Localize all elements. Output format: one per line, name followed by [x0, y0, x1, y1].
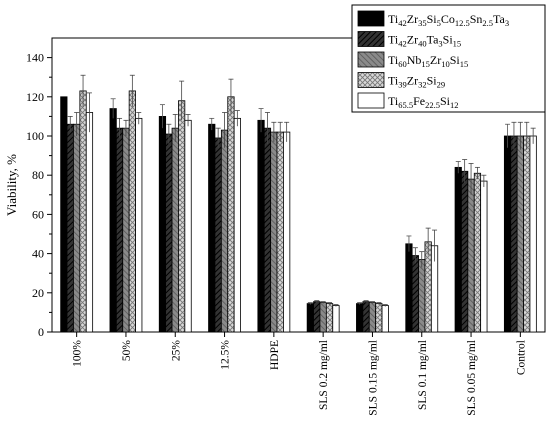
bar	[461, 170, 469, 333]
bar	[135, 117, 143, 333]
legend-swatch	[357, 92, 385, 109]
plot-frame	[51, 37, 546, 333]
y-tick-label: 60	[32, 207, 44, 221]
bar	[178, 100, 186, 333]
bar	[516, 135, 524, 333]
y-axis-label: Viability, %	[4, 154, 19, 216]
bar	[283, 131, 291, 333]
bar	[257, 119, 265, 333]
bar	[375, 303, 383, 333]
bar	[325, 303, 334, 333]
plot-area: 0 20 40 60 80 100 120 140 Viability, % 100% 50% 25%…	[4, 37, 546, 416]
y-tick-label: 140	[26, 51, 44, 65]
bar	[115, 127, 124, 333]
x-tick-label: 50%	[121, 340, 133, 362]
bar	[473, 172, 482, 333]
bar	[503, 135, 512, 333]
x-tick-label: HDPE	[269, 340, 281, 370]
legend-entry-label: Ti42Zr35Si5Co12.5Sn2.5Ta3	[388, 12, 509, 28]
bar	[510, 135, 518, 333]
bar	[208, 123, 216, 333]
bar	[109, 108, 117, 333]
bar	[523, 135, 531, 333]
bar	[263, 127, 272, 333]
bar	[306, 303, 314, 333]
bar	[60, 96, 68, 333]
bar	[313, 301, 321, 333]
y-tick-label: 100	[26, 129, 44, 143]
legend-swatch	[357, 10, 385, 27]
x-tick-label: 100%	[72, 340, 84, 367]
bar	[171, 127, 179, 333]
x-tick-label: Control	[515, 340, 527, 375]
bar	[165, 133, 173, 333]
legend-entry-label: Ti39Zr32Si29	[388, 74, 445, 90]
bar	[85, 112, 94, 333]
y-tick-label: 80	[32, 168, 44, 182]
bar	[319, 302, 327, 333]
bar	[418, 259, 426, 333]
bar	[381, 305, 389, 333]
y-tick-label: 20	[32, 286, 44, 300]
bar	[227, 96, 235, 333]
bar	[220, 129, 229, 333]
bar	[356, 303, 364, 333]
legend-swatch	[357, 31, 385, 47]
bar	[454, 166, 462, 333]
bar	[128, 90, 136, 333]
bar	[73, 123, 81, 333]
x-tick-label: SLS 0.1 mg/ml	[417, 340, 429, 410]
y-tick-label: 120	[26, 90, 44, 104]
legend-entry-label: Ti65.5Fe22.5Si12	[388, 94, 459, 110]
bar	[233, 117, 241, 333]
bar	[184, 119, 192, 333]
bar	[79, 90, 87, 333]
legend-swatch	[357, 51, 385, 68]
bar	[214, 137, 222, 333]
legend-swatch	[357, 72, 385, 88]
legend-entry-label: Ti42Zr40Ta3Si15	[388, 33, 461, 49]
bar	[158, 116, 167, 333]
y-tick-label: 40	[32, 247, 44, 261]
x-tick-label: SLS 0.05 mg/ml	[466, 340, 478, 416]
bar	[405, 243, 413, 333]
bar	[411, 255, 419, 333]
bar	[362, 301, 370, 333]
y-tick-label: 0	[38, 325, 44, 339]
x-tick-label: 12.5%	[220, 340, 232, 370]
bar	[467, 178, 475, 333]
bar	[66, 123, 74, 333]
x-tick-label: 25%	[170, 340, 182, 362]
bar	[368, 302, 377, 333]
legend: Ti42Zr35Si5Co12.5Sn2.5Ta3 Ti42Zr40Ta3Si15…	[351, 4, 546, 113]
legend-entry-label: Ti60Nb15Zr10Si15	[388, 53, 468, 69]
bar	[529, 135, 537, 333]
x-tick-label: SLS 0.15 mg/ml	[367, 340, 379, 416]
bar	[480, 180, 488, 333]
bar	[122, 127, 130, 333]
bar	[276, 131, 284, 333]
bar	[270, 131, 278, 333]
x-tick-label: SLS 0.2 mg/ml	[318, 340, 330, 410]
bar	[332, 305, 340, 333]
